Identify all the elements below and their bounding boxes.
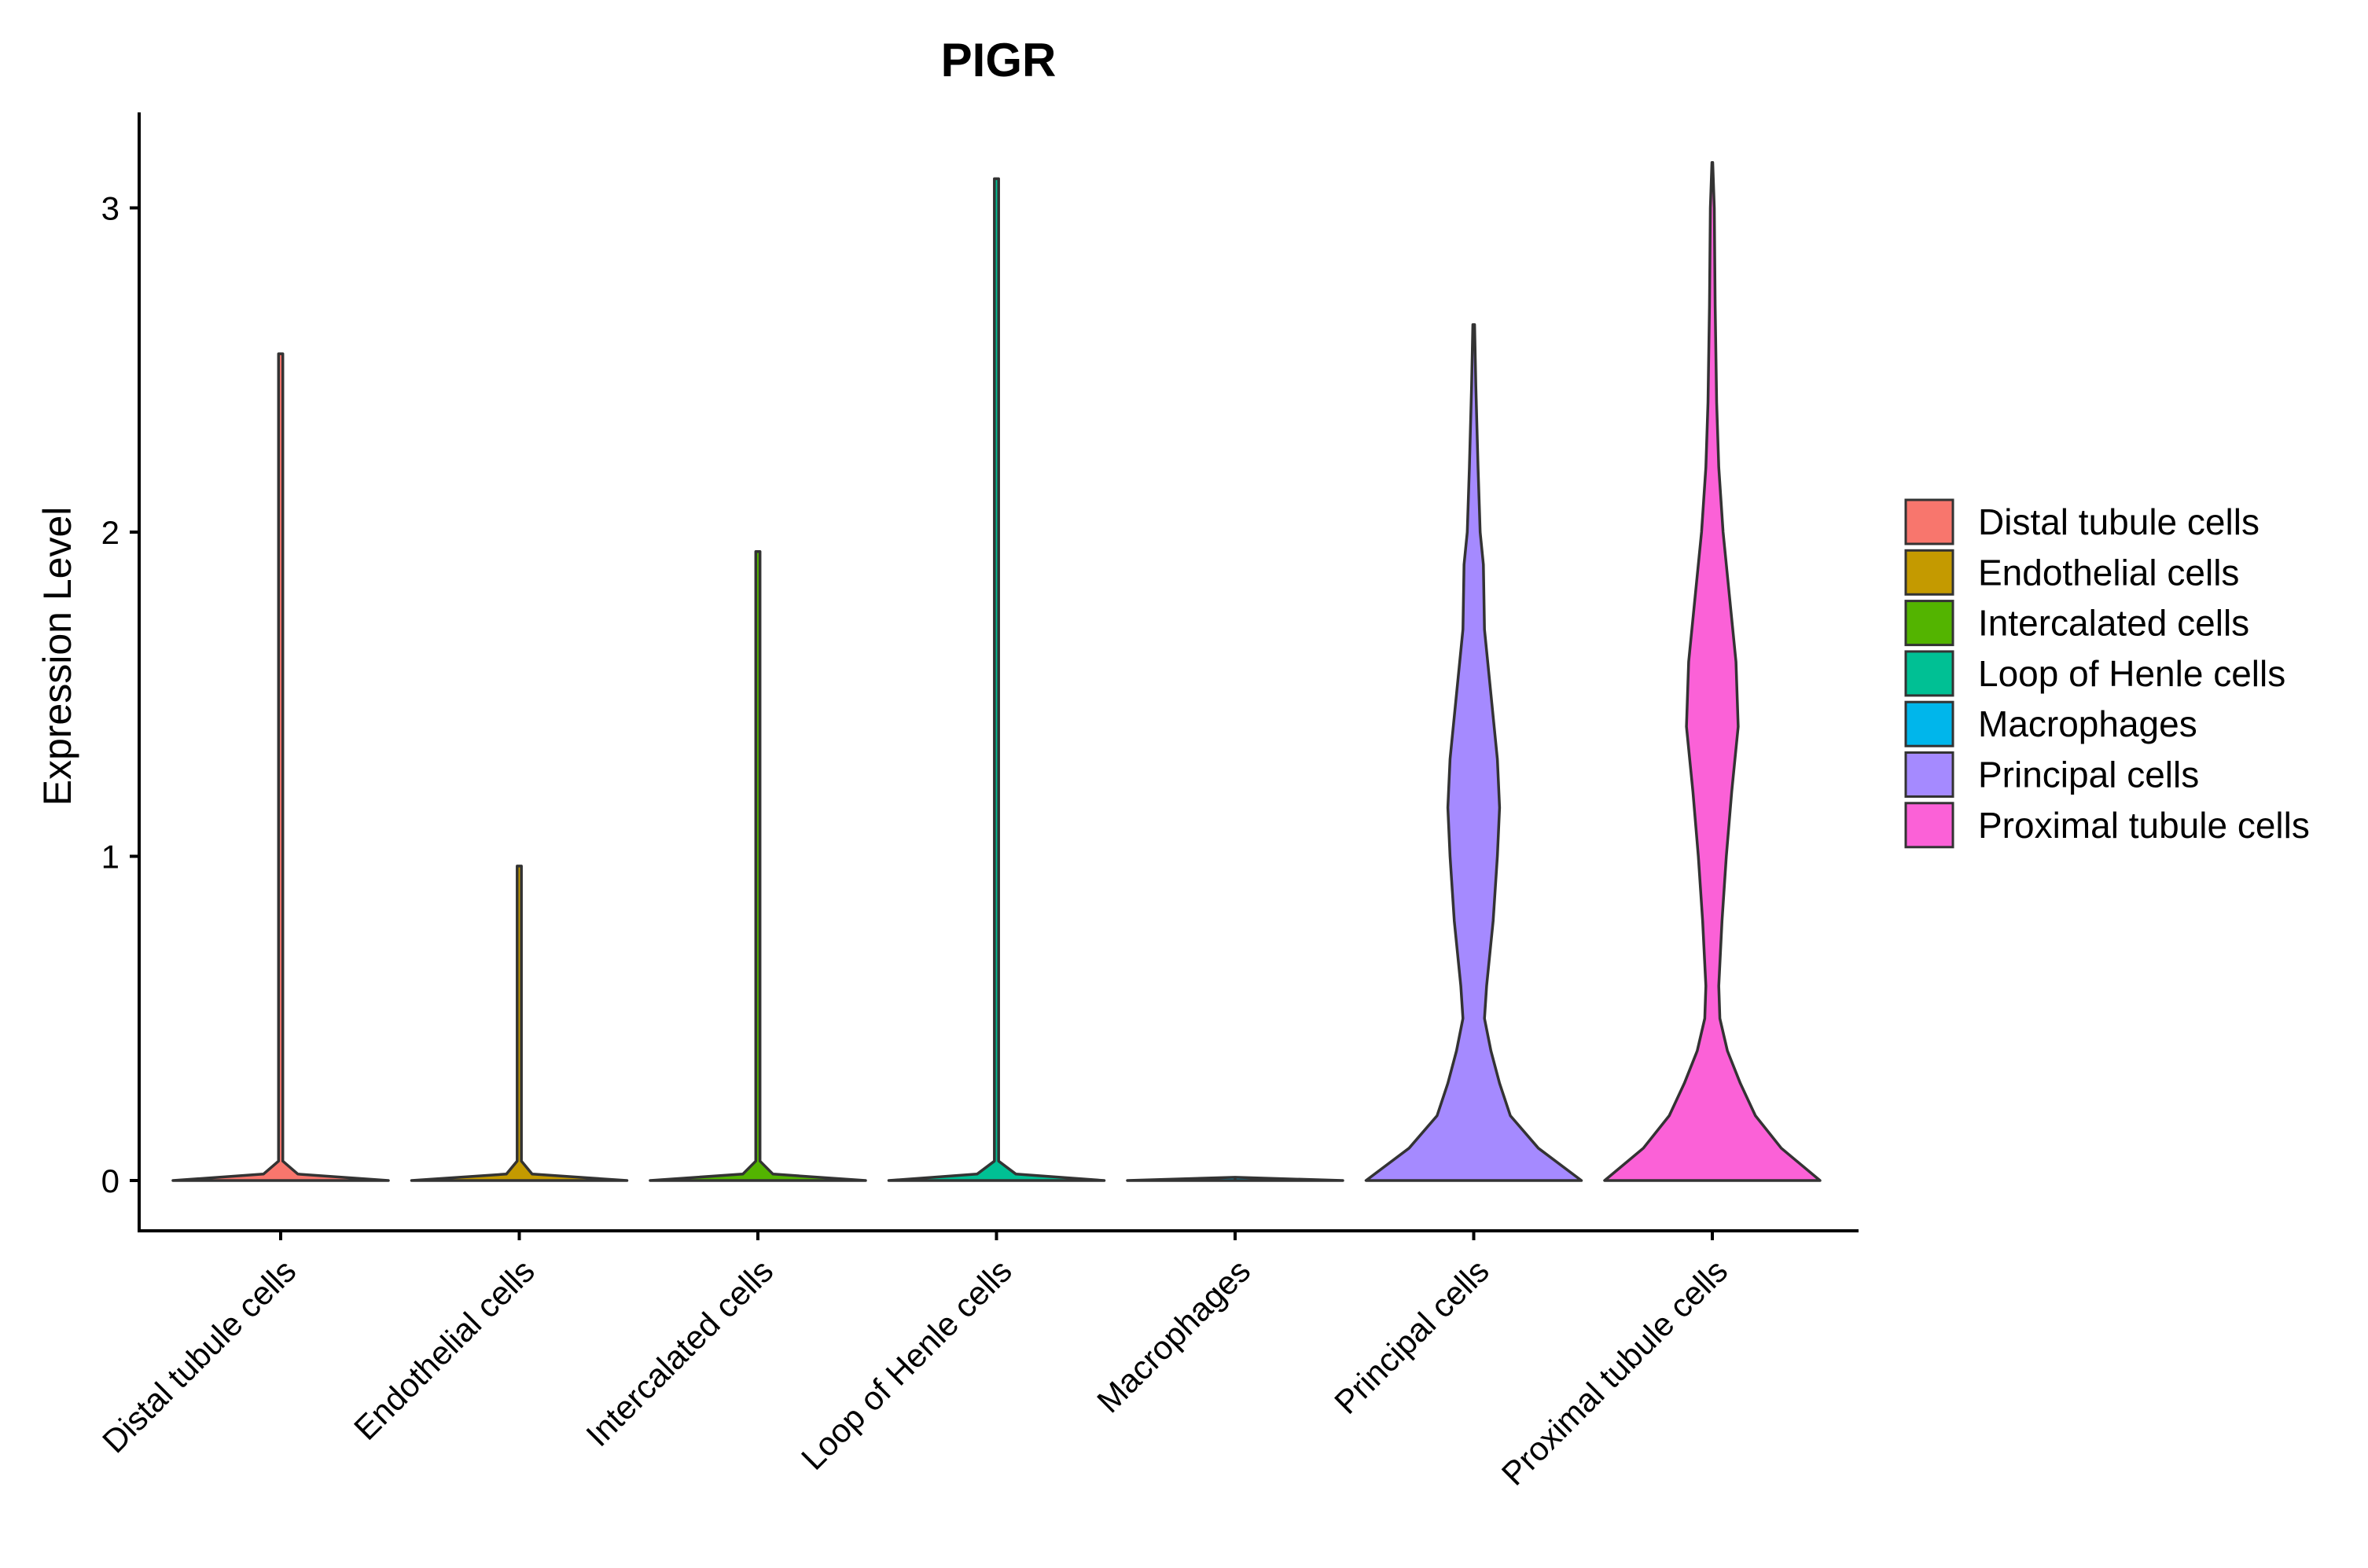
- x-tick-label: Principal cells: [1327, 1252, 1496, 1421]
- y-axis-title: Expression Level: [35, 507, 79, 806]
- legend-label: Principal cells: [1978, 755, 2199, 795]
- legend-swatch: [1904, 549, 1954, 596]
- violin-proximal-tubule-cells: [1603, 161, 1822, 1182]
- x-tick-label: Proximal tubule cells: [1495, 1252, 1735, 1493]
- legend-swatch: [1904, 650, 1954, 697]
- legend-swatch: [1904, 802, 1954, 849]
- legend-swatch: [1904, 700, 1954, 747]
- violin-principal-cells: [1364, 323, 1583, 1182]
- y-tick-label: 1: [101, 839, 120, 876]
- legend-label: Macrophages: [1978, 703, 2197, 744]
- violin-layer: [171, 161, 1822, 1182]
- violin-distal-tubule-cells: [171, 352, 390, 1182]
- x-axis-ticks: Distal tubule cells Endothelial cells Inte…: [95, 1231, 1734, 1493]
- x-tick-label: Endothelial cells: [347, 1252, 542, 1447]
- violin-macrophages: [1126, 1176, 1344, 1182]
- violin-loop-of-henle-cells: [887, 177, 1106, 1182]
- legend-label: Endothelial cells: [1978, 552, 2239, 593]
- legend-swatch: [1904, 600, 1954, 647]
- legend-label: Proximal tubule cells: [1978, 805, 2310, 846]
- legend-label: Distal tubule cells: [1978, 501, 2260, 542]
- x-tick-label: Distal tubule cells: [95, 1252, 303, 1460]
- y-tick-label: 0: [101, 1162, 120, 1199]
- violin-intercalated-cells: [649, 550, 867, 1182]
- x-tick-label: Macrophages: [1090, 1252, 1257, 1419]
- y-axis-ticks: 0 1 2 3: [101, 190, 139, 1199]
- x-tick-label: Intercalated cells: [579, 1252, 780, 1453]
- legend-label: Loop of Henle cells: [1978, 653, 2285, 694]
- y-tick-label: 3: [101, 190, 120, 227]
- chart-title: PIGR: [941, 34, 1057, 86]
- legend: Distal tubule cells Endothelial cells Inte…: [1904, 498, 2310, 849]
- y-tick-label: 2: [101, 514, 120, 551]
- legend-swatch: [1904, 751, 1954, 798]
- x-tick-label: Loop of Henle cells: [794, 1252, 1019, 1477]
- violin-endothelial-cells: [410, 865, 629, 1182]
- legend-label: Intercalated cells: [1978, 603, 2249, 644]
- legend-swatch: [1904, 498, 1954, 545]
